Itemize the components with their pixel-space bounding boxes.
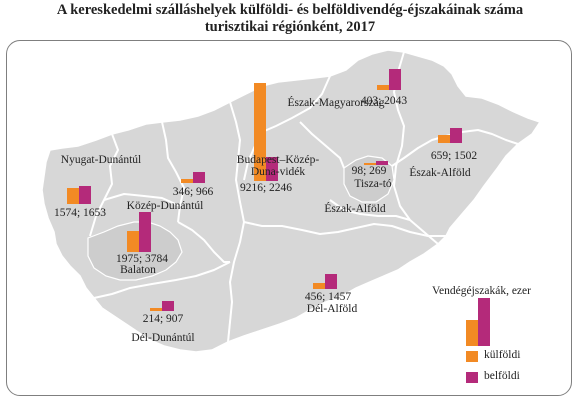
bar-belfoldi-del-dunantul xyxy=(162,301,174,311)
region-values-nyugat-dunantul: 1574; 1653 xyxy=(53,207,107,219)
bar-belfoldi-eszak-magyarorszag xyxy=(389,69,401,90)
bar-kulfoldi-eszak-alfold xyxy=(438,135,450,143)
legend-label-belfoldi: belföldi xyxy=(484,370,520,382)
bar-kulfoldi-eszak-magyarorszag xyxy=(377,85,389,90)
bar-kulfoldi-del-alfold xyxy=(313,283,325,289)
region-name-kozep-dunantul: Közép-Dunántúl xyxy=(126,200,204,212)
bar-belfoldi-budapest xyxy=(266,157,278,181)
region-values-eszak-alfold: 659; 1502 xyxy=(430,150,478,162)
legend-title: Vendégéjszakák, ezer xyxy=(432,285,531,297)
region-values-tisza-to: 98; 269 xyxy=(351,165,387,177)
region-name-eszak-alfold-inner: Észak-Alföld xyxy=(324,203,386,215)
bar-belfoldi-eszak-alfold xyxy=(450,128,462,143)
region-name-eszak-alfold: Észak-Alföld xyxy=(409,167,471,179)
bar-kulfoldi-balaton xyxy=(127,231,139,252)
region-name-balaton: Balaton xyxy=(120,264,156,276)
region-bars xyxy=(67,69,462,311)
bar-belfoldi-del-alfold xyxy=(325,274,337,289)
region-name-tisza-to: Tisza-tó xyxy=(354,178,392,190)
bar-belfoldi-kozep-dunantul xyxy=(193,172,205,183)
hungary-outline xyxy=(41,49,542,353)
region-name-nyugat-dunantul: Nyugat-Dunántúl xyxy=(60,154,142,166)
tisza-to-area xyxy=(343,155,395,203)
region-name-del-dunantul: Dél-Dunántúl xyxy=(131,332,195,344)
region-values-budapest: 9216; 2246 xyxy=(239,182,293,194)
legend-swatch-belfoldi xyxy=(466,372,478,383)
region-values-kozep-dunantul: 346; 966 xyxy=(172,186,214,198)
map-title: A kereskedelmi szálláshelyek külföldi- é… xyxy=(0,2,580,36)
title-line-2: turisztikai régiónként, 2017 xyxy=(204,19,376,35)
title-line-1: A kereskedelmi szálláshelyek külföldi- é… xyxy=(56,2,524,18)
bar-belfoldi-nyugat-dunantul xyxy=(79,186,91,204)
bar-kulfoldi-nyugat-dunantul xyxy=(67,188,79,204)
map-frame xyxy=(6,40,572,396)
region-values-del-alfold: 456; 1457 xyxy=(304,291,352,303)
region-values-del-dunantul: 214; 907 xyxy=(142,313,184,325)
bar-kulfoldi-tisza-to xyxy=(364,163,376,165)
legend-label-kulfoldi: külföldi xyxy=(484,349,521,361)
region-values-eszak-magyarorszag: 403; 2043 xyxy=(360,95,408,107)
bar-kulfoldi-budapest xyxy=(254,83,266,181)
legend-swatch-kulfoldi xyxy=(466,351,478,362)
region-name-eszak-magyarorszag: Észak-Magyarország xyxy=(287,97,385,109)
region-name-del-alfold: Dél-Alföld xyxy=(306,303,358,315)
bar-kulfoldi-kozep-dunantul xyxy=(181,179,193,183)
legend-bar-belfoldi xyxy=(478,298,490,346)
region-values-balaton: 1975; 3784 xyxy=(115,253,169,265)
bar-belfoldi-tisza-to xyxy=(376,161,388,165)
bar-kulfoldi-del-dunantul xyxy=(150,308,162,311)
bar-belfoldi-balaton xyxy=(139,212,151,252)
region-name-budapest: Budapest–Közép-Duna-vidék xyxy=(236,154,320,178)
legend-bar-kulfoldi xyxy=(466,320,478,346)
